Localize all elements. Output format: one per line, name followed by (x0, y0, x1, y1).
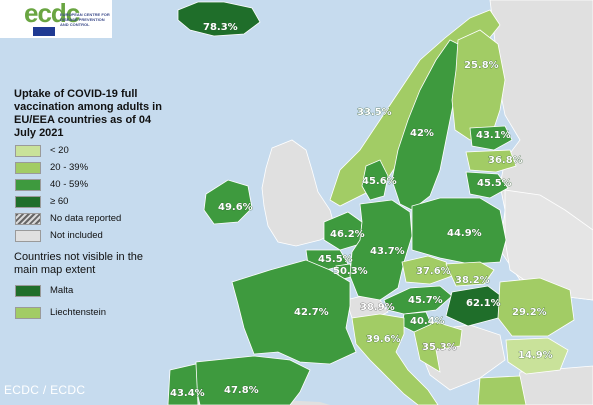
label-poland: 44.9% (447, 228, 482, 239)
country-slovakia[interactable] (445, 261, 495, 287)
label-hungary: 62.1% (466, 298, 501, 309)
country-germany[interactable] (349, 199, 413, 301)
country-italy[interactable] (351, 313, 439, 405)
country-uk[interactable] (261, 139, 337, 247)
legend-label: ≥ 60 (50, 196, 69, 207)
label-belgium: 45.5% (318, 254, 353, 265)
country-lithuania[interactable] (465, 171, 509, 199)
label-lithuania: 45.5% (477, 178, 512, 189)
legend-label: < 20 (50, 145, 69, 156)
label-norway: 33.5% (357, 107, 392, 118)
legend-item-no-data: No data reported (14, 211, 164, 228)
country-greece[interactable] (477, 375, 527, 405)
label-croatia: 35.3% (422, 342, 457, 353)
country-spain[interactable] (195, 355, 311, 405)
country-austria[interactable] (383, 285, 453, 315)
not-visible-item-liechtenstein: Liechtenstein (14, 301, 164, 323)
logo-subtitle: EUROPEAN CENTRE FOR DISEASE PREVENTION A… (60, 12, 110, 27)
label-spain: 47.8% (224, 385, 259, 396)
legend-label: Malta (50, 285, 74, 296)
country-france[interactable] (231, 259, 357, 365)
label-netherlands: 46.2% (330, 229, 365, 240)
country-iceland[interactable] (177, 1, 261, 37)
legend-swatch-hatched (15, 213, 41, 225)
label-finland: 25.8% (464, 60, 499, 71)
label-iceland: 78.3% (203, 22, 238, 33)
label-bulgaria: 14.9% (518, 350, 553, 361)
label-france: 42.7% (294, 307, 329, 318)
country-ireland[interactable] (203, 179, 253, 225)
map-credit: ECDC / ECDC (4, 383, 86, 397)
label-luxembourg: 50.3% (333, 266, 368, 277)
legend-swatch (15, 196, 41, 208)
legend-label: Not included (50, 230, 103, 241)
country-estonia[interactable] (469, 125, 513, 151)
label-italy: 39.6% (366, 334, 401, 345)
legend-item-20-39: 20 - 39% (14, 160, 164, 177)
legend-item-40-59: 40 - 59% (14, 177, 164, 194)
legend-item-lt20: < 20 (14, 143, 164, 160)
country-croatia[interactable] (413, 321, 463, 373)
legend-title: Uptake of COVID-19 full vaccination amon… (14, 88, 162, 139)
legend-swatch (15, 307, 41, 319)
eu-flag-icon (33, 27, 55, 36)
country-portugal[interactable] (167, 363, 199, 405)
legend-swatch (15, 230, 41, 242)
legend-swatch (15, 145, 41, 157)
legend-label: Liechtenstein (50, 307, 106, 318)
country-denmark[interactable] (361, 159, 389, 201)
label-romania: 29.2% (512, 307, 547, 318)
country-poland[interactable] (411, 197, 507, 265)
map-legend: Uptake of COVID-19 full vaccination amon… (14, 88, 164, 323)
country-latvia[interactable] (465, 149, 517, 173)
label-germany: 43.7% (370, 246, 405, 257)
legend-swatch (15, 179, 41, 191)
legend-item-ge60: ≥ 60 (14, 194, 164, 211)
legend-label: 20 - 39% (50, 162, 89, 173)
legend-item-not-included: Not included (14, 228, 164, 245)
label-slovenia: 40.4% (410, 316, 445, 327)
legend-label: 40 - 59% (50, 179, 89, 190)
legend-label: No data reported (50, 213, 122, 224)
label-denmark: 45.6% (362, 176, 397, 187)
not-visible-item-malta: Malta (14, 279, 164, 301)
not-visible-heading: Countries not visible in the main map ex… (14, 251, 144, 276)
label-austria: 45.7% (408, 295, 443, 306)
label-liechtenstein-area: 38.9% (360, 302, 395, 313)
country-belarus-ukraine[interactable] (504, 189, 593, 301)
logo-wordmark: ecdc (24, 0, 80, 28)
label-ireland: 49.6% (218, 202, 253, 213)
label-czechia: 37.6% (416, 266, 451, 277)
label-sweden: 42% (410, 128, 434, 139)
country-romania[interactable] (497, 277, 575, 337)
legend-swatch (15, 162, 41, 174)
ecdc-logo: ecdc EUROPEAN CENTRE FOR DISEASE PREVENT… (0, 0, 112, 38)
label-slovakia: 38.2% (455, 275, 490, 286)
country-bulgaria[interactable] (505, 337, 569, 375)
label-portugal: 43.4% (170, 388, 205, 399)
label-estonia: 43.1% (476, 130, 511, 141)
label-latvia: 36.8% (488, 155, 523, 166)
legend-swatch (15, 285, 41, 297)
